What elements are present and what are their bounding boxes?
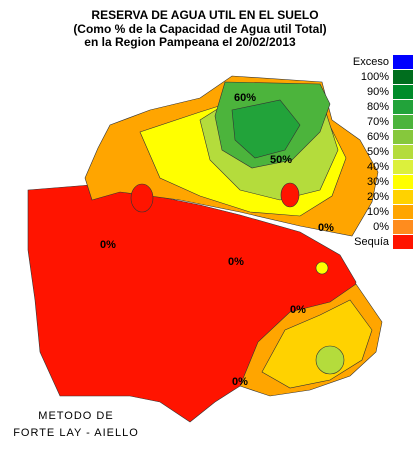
legend-label: 70% — [367, 116, 389, 128]
legend-label: 10% — [367, 206, 389, 218]
legend: Exceso 100% 90% 80% 70% 60% 50% 40% 30% 20% 10% 0% S… — [353, 55, 413, 249]
legend-swatch — [393, 70, 413, 84]
region — [280, 182, 300, 208]
legend-swatch — [393, 190, 413, 204]
legend-swatch — [393, 100, 413, 114]
subtitle: en la Region Pampeana el 20/02/2013 — [84, 35, 296, 49]
contour-label: 0% — [228, 256, 244, 268]
legend-swatch — [393, 55, 413, 69]
contour-label: 0% — [232, 376, 248, 388]
region — [130, 183, 154, 213]
legend-swatch — [393, 85, 413, 99]
contour-label: 0% — [318, 222, 334, 234]
contour-label: 50% — [270, 154, 292, 166]
legend-label: 20% — [367, 191, 389, 203]
legend-swatch — [393, 115, 413, 129]
legend-swatch — [393, 220, 413, 234]
region — [315, 261, 329, 275]
legend-label: 100% — [361, 71, 389, 83]
region — [315, 345, 345, 375]
contour-label: 60% — [234, 92, 256, 104]
legend-swatch — [393, 130, 413, 144]
legend-swatch — [393, 205, 413, 219]
legend-label: 30% — [367, 176, 389, 188]
legend-label: 80% — [367, 101, 389, 113]
contour-label: 0% — [290, 304, 306, 316]
legend-label: 40% — [367, 161, 389, 173]
legend-label: 0% — [373, 221, 389, 233]
title: RESERVA DE AGUA UTIL EN EL SUELO — [91, 8, 318, 22]
contour-labels: 60% 50% 0% 0% 0% 0% 0% — [100, 92, 334, 388]
contour-label: 0% — [100, 239, 116, 251]
legend-label: 90% — [367, 86, 389, 98]
legend-label: Exceso — [353, 56, 389, 68]
legend-swatch — [393, 160, 413, 174]
legend-label: 50% — [367, 146, 389, 158]
legend-label: 60% — [367, 131, 389, 143]
footer: FORTE LAY - AIELLO — [13, 427, 139, 439]
region — [231, 99, 301, 159]
legend-swatch — [393, 145, 413, 159]
subtitle: (Como % de la Capacidad de Agua util Tot… — [73, 22, 326, 36]
region — [261, 299, 373, 389]
legend-swatch — [393, 175, 413, 189]
map — [27, 75, 383, 423]
legend-label: Sequía — [354, 236, 390, 248]
footer: METODO DE — [38, 410, 113, 422]
legend-swatch — [393, 235, 413, 249]
